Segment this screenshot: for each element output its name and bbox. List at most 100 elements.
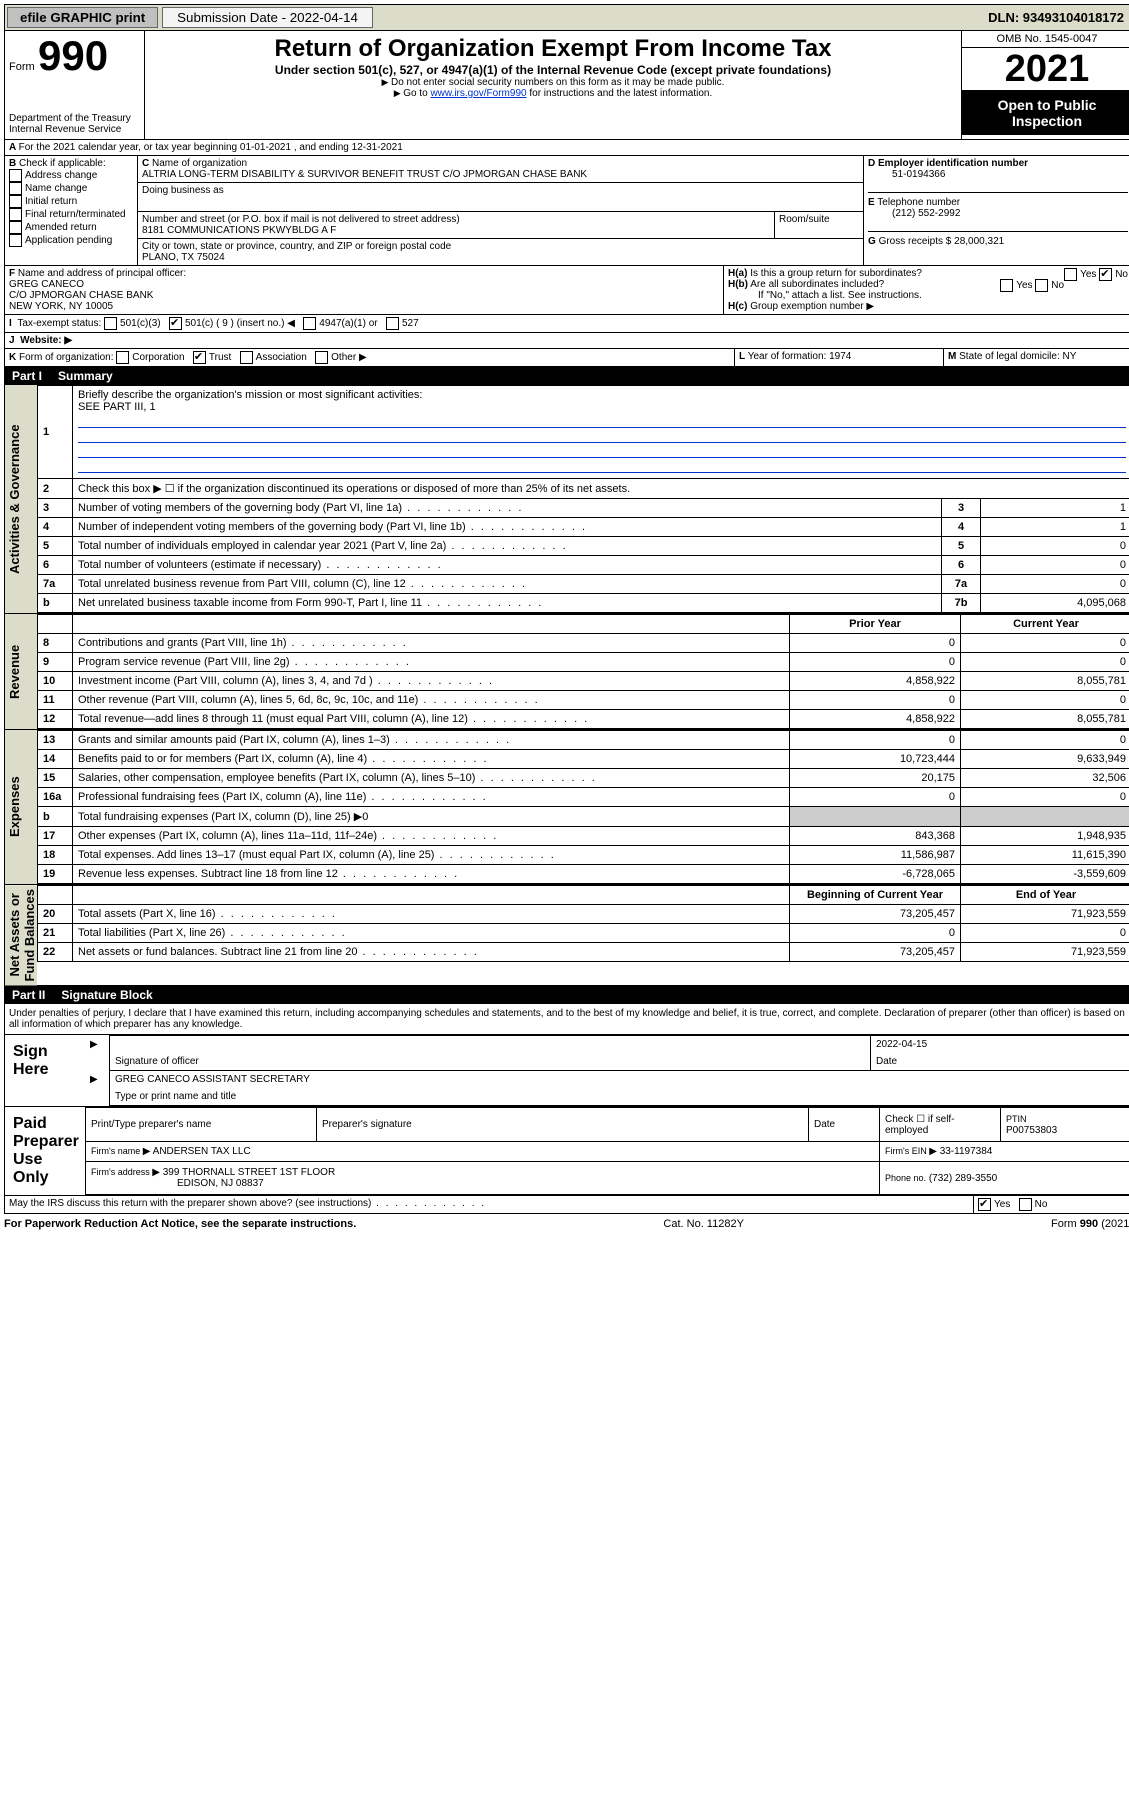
goto-notice: Go to www.irs.gov/Form990 for instructio…	[149, 88, 957, 99]
line-a-text: For the 2021 calendar year, or tax year …	[19, 142, 403, 153]
cb-corp[interactable]	[116, 351, 129, 364]
cb-527[interactable]	[386, 317, 399, 330]
cb-hb-no[interactable]	[1035, 279, 1048, 292]
cb-other[interactable]	[315, 351, 328, 364]
e15-t: Salaries, other compensation, employee b…	[73, 769, 790, 788]
c-name-label: Name of organization	[152, 158, 247, 169]
l4-text: Number of independent voting members of …	[73, 518, 942, 537]
line-l: L Year of formation: 1974	[735, 349, 944, 366]
addr-label: Number and street (or P.O. box if mail i…	[142, 214, 460, 225]
e19-t: Revenue less expenses. Subtract line 18 …	[73, 865, 790, 884]
vlabel-governance: Activities & Governance	[5, 385, 37, 613]
irs-link[interactable]: www.irs.gov/Form990	[430, 88, 526, 99]
sig-field[interactable]	[110, 1036, 871, 1054]
opt-initial: Initial return	[25, 196, 77, 207]
r8-n: 8	[43, 637, 49, 649]
cb-pending[interactable]	[9, 234, 22, 247]
goto-post: for instructions and the latest informat…	[529, 88, 712, 99]
ptin-value: P00753803	[1006, 1125, 1057, 1136]
cb-initial[interactable]	[9, 195, 22, 208]
section-b: B Check if applicable: Address change Na…	[5, 156, 138, 265]
l7b-val: 4,095,068	[981, 594, 1129, 613]
l4-num: 4	[942, 518, 981, 537]
discuss-answer: Yes No	[974, 1196, 1129, 1213]
goto-pre: Go to	[403, 88, 430, 99]
cb-ha-no[interactable]	[1099, 268, 1112, 281]
ha-no: No	[1115, 269, 1128, 280]
vlabel-revenue: Revenue	[5, 614, 37, 729]
n21-t: Total liabilities (Part X, line 26)	[73, 924, 790, 943]
sig-date: 2022-04-15	[871, 1036, 1129, 1054]
l7a-num: 7a	[942, 575, 981, 594]
opt-pending: Application pending	[25, 235, 112, 246]
r8-c: 0	[961, 634, 1129, 653]
opt-final: Final return/terminated	[25, 209, 126, 220]
vlabel-expenses: Expenses	[5, 730, 37, 884]
cb-discuss-yes[interactable]	[978, 1198, 991, 1211]
discuss-no: No	[1035, 1200, 1048, 1211]
cb-501c[interactable]	[169, 317, 182, 330]
r10-n: 10	[43, 675, 55, 687]
cb-hb-yes[interactable]	[1000, 279, 1013, 292]
j-label: Website:	[20, 335, 64, 346]
h-note: If "No," attach a list. See instructions…	[728, 290, 922, 301]
r8-p: 0	[790, 634, 961, 653]
cb-ha-yes[interactable]	[1064, 268, 1077, 281]
prep-check-label: Check ☐ if self-employed	[880, 1108, 1001, 1141]
signer-name-label: Type or print name and title	[110, 1088, 1129, 1106]
cb-name-change[interactable]	[9, 182, 22, 195]
e13-c: 0	[961, 731, 1129, 750]
f-label: Name and address of principal officer:	[18, 268, 186, 279]
l7a-text: Total unrelated business revenue from Pa…	[73, 575, 942, 594]
section-c: C Name of organization ALTRIA LONG-TERM …	[138, 156, 864, 265]
l5-val: 0	[981, 537, 1129, 556]
q2-text: Check this box ▶ ☐ if the organization d…	[73, 479, 1129, 499]
tax-year: 2021	[962, 48, 1129, 91]
prep-sig-label: Preparer's signature	[317, 1108, 809, 1141]
e17-c: 1,948,935	[961, 827, 1129, 846]
cb-amended[interactable]	[9, 221, 22, 234]
cb-501c3[interactable]	[104, 317, 117, 330]
part1-header: Part I Summary	[4, 367, 1129, 385]
cb-4947[interactable]	[303, 317, 316, 330]
form-title: Return of Organization Exempt From Incom…	[149, 35, 957, 63]
line-k: K Form of organization: Corporation Trus…	[5, 349, 735, 366]
l-label: Year of formation:	[748, 351, 827, 362]
cb-assoc[interactable]	[240, 351, 253, 364]
l-value: 1974	[829, 351, 851, 362]
city-label: City or town, state or province, country…	[142, 241, 451, 252]
e18-t: Total expenses. Add lines 13–17 (must eq…	[73, 846, 790, 865]
submission-date-button[interactable]: Submission Date - 2022-04-14	[162, 7, 373, 28]
l3-text: Number of voting members of the governin…	[73, 499, 942, 518]
cb-addr-change[interactable]	[9, 169, 22, 182]
efile-print-button[interactable]: efile GRAPHIC print	[7, 7, 158, 28]
r9-p: 0	[790, 653, 961, 672]
line-i: I Tax-exempt status: 501(c)(3) 501(c) ( …	[5, 315, 1129, 332]
firm-addr2: EDISON, NJ 08837	[91, 1178, 264, 1189]
dept-treasury: Department of the Treasury	[9, 113, 140, 124]
line-a: A For the 2021 calendar year, or tax yea…	[5, 140, 1129, 155]
firm-phone: (732) 289-3550	[929, 1173, 997, 1184]
hb-no: No	[1051, 280, 1064, 291]
cb-trust[interactable]	[193, 351, 206, 364]
org-name: ALTRIA LONG-TERM DISABILITY & SURVIVOR B…	[142, 169, 587, 180]
org-address: 8181 COMMUNICATIONS PKWYBLDG A F	[142, 225, 336, 236]
i-501c3: 501(c)(3)	[120, 318, 161, 329]
footer-formno: Form 990 (2021)	[1051, 1218, 1129, 1230]
firm-addr1: 399 THORNALL STREET 1ST FLOOR	[163, 1167, 335, 1178]
discuss-yes: Yes	[994, 1200, 1010, 1211]
year-block: OMB No. 1545-0047 2021 Open to Public In…	[962, 31, 1129, 139]
e16b-n: b	[43, 811, 50, 823]
firm-name: ANDERSEN TAX LLC	[153, 1146, 251, 1157]
section-h: H(a) Is this a group return for subordin…	[724, 266, 1129, 314]
signer-name: GREG CANECO ASSISTANT SECRETARY	[110, 1071, 1129, 1089]
firm-ein: 33-1197384	[940, 1146, 993, 1157]
n21-c: 0	[961, 924, 1129, 943]
e18-c: 11,615,390	[961, 846, 1129, 865]
form-prefix: Form	[9, 61, 35, 73]
discuss-text: May the IRS discuss this return with the…	[5, 1196, 974, 1213]
q1-label: Briefly describe the organization's miss…	[78, 389, 422, 401]
cb-final[interactable]	[9, 208, 22, 221]
cb-discuss-no[interactable]	[1019, 1198, 1032, 1211]
e15-n: 15	[43, 772, 55, 784]
